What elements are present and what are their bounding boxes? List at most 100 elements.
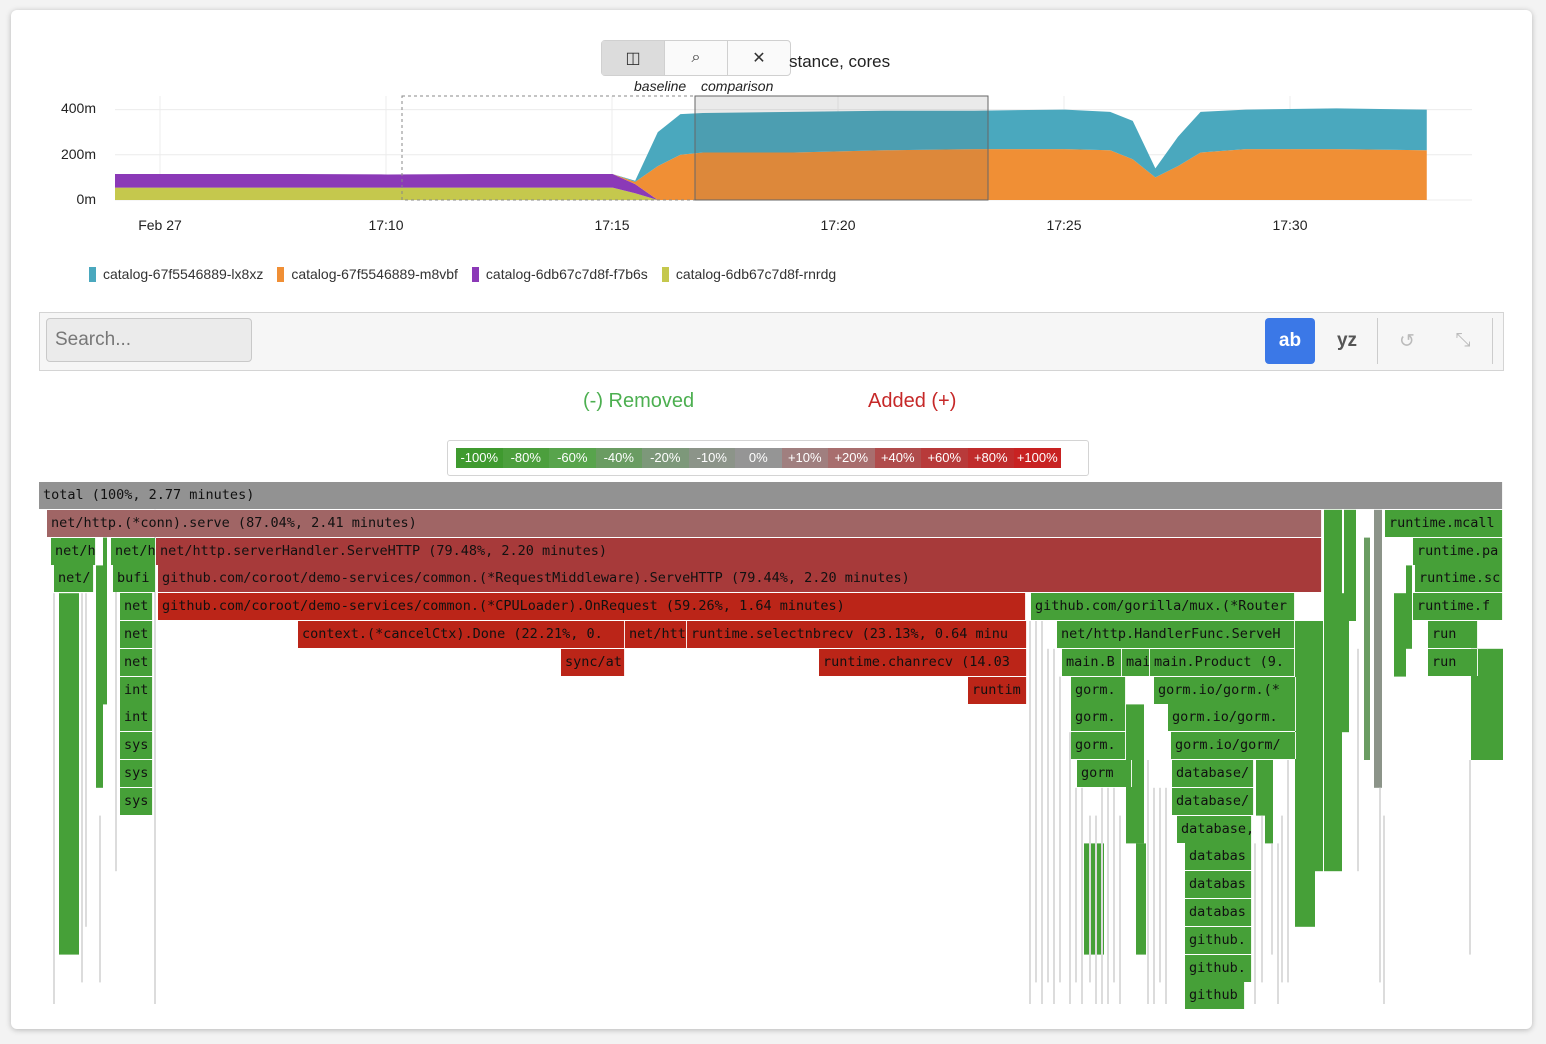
legend-item[interactable]: catalog-6db67c7d8f-f7b6s (471, 266, 648, 282)
y-tick-label: 0m (76, 191, 96, 207)
flame-frame[interactable]: runtime.mcall (1385, 509, 1503, 537)
flame-frame[interactable]: gorm.io/gorm.(* (1154, 676, 1296, 704)
flame-frame[interactable]: net (120, 621, 153, 648)
flame-frame[interactable]: net (120, 593, 153, 621)
reset-zoom-button[interactable]: ↺ (1399, 330, 1415, 352)
flame-frame[interactable]: gorm. (1071, 676, 1126, 704)
flame-frame[interactable]: github.com/coroot/demo-services/common.(… (158, 593, 1026, 621)
chart-toolbar: ◫ ⌕ ✕ (601, 40, 791, 76)
flame-thin-frame (1364, 537, 1370, 760)
flame-frame[interactable]: total (100%, 2.77 minutes) (39, 482, 1503, 509)
legend-item[interactable]: catalog-6db67c7d8f-rnrdg (661, 266, 836, 282)
flame-thin-frame (1136, 843, 1146, 955)
chart-legend: catalog-67f5546889-lx8xz catalog-67f5546… (89, 266, 836, 282)
flame-thin-frame (59, 593, 79, 955)
flame-frame[interactable]: run (1428, 648, 1478, 676)
flame-frame[interactable]: main.Product (9. (1150, 648, 1295, 676)
search-input[interactable] (46, 318, 252, 362)
scale-cell: -10% (688, 448, 735, 468)
flame-frame[interactable]: databas (1185, 843, 1252, 871)
flame-frame[interactable]: databas (1185, 899, 1252, 926)
x-tick-label: 17:30 (1272, 217, 1308, 233)
flame-frame[interactable]: bufi (113, 565, 156, 593)
flame-frame[interactable]: runtime.pa (1413, 537, 1503, 565)
flame-frame[interactable]: sys (120, 732, 153, 760)
flame-frame[interactable]: sys (120, 760, 153, 787)
flame-thin-frame (1265, 760, 1273, 844)
close-selection-button[interactable]: ✕ (728, 41, 790, 75)
flame-frame[interactable]: runtime.f (1413, 593, 1503, 621)
series-area-catalog-67f5546889-lx8xz (115, 108, 1427, 182)
flame-thin-frame (1126, 704, 1144, 844)
y-tick-label: 200m (60, 146, 96, 162)
flame-frame[interactable]: database/ (1172, 787, 1254, 815)
legend-swatch (661, 266, 669, 282)
flame-frame[interactable]: runtime.selectnbrecv (23.13%, 0.64 minu (687, 621, 1027, 648)
sort-reverse-button[interactable]: yz (1336, 330, 1358, 351)
flame-frame[interactable]: gorm.io/gorm. (1168, 704, 1296, 732)
flame-frame[interactable]: github. (1185, 926, 1252, 954)
toolbar-divider (1377, 318, 1378, 364)
flame-frame[interactable]: database, (1177, 815, 1252, 843)
flame-frame[interactable]: sys (120, 787, 153, 815)
flame-thin-frame (96, 565, 103, 788)
flame-frame[interactable]: github.com/coroot/demo-services/common.(… (158, 565, 1322, 593)
toolbar-divider (1492, 318, 1493, 364)
comparison-label: comparison (701, 78, 774, 94)
flame-frame[interactable]: net/h (111, 537, 156, 565)
flame-frame[interactable]: github. (1185, 954, 1252, 982)
flame-frame[interactable]: github (1185, 982, 1245, 1010)
scale-cell: +100% (1014, 448, 1061, 468)
collapse-button[interactable]: ⤡ (1455, 330, 1471, 351)
flame-frame[interactable]: mai (1122, 648, 1150, 676)
flame-frame[interactable]: gorm.io/gorm/ (1171, 732, 1296, 760)
flame-frame[interactable]: int (120, 676, 153, 704)
flame-thin-frame (1295, 621, 1315, 927)
legend-label: catalog-67f5546889-m8vbf (291, 266, 458, 282)
flame-frame[interactable]: gorm. (1071, 704, 1126, 732)
scale-cell: -80% (502, 448, 549, 468)
flame-frame[interactable]: net/ (54, 565, 94, 593)
flame-frame[interactable]: runtime.chanrecv (14.03 (819, 648, 1027, 676)
legend-item[interactable]: catalog-67f5546889-lx8xz (89, 266, 263, 282)
flame-frame[interactable]: main.B (1062, 648, 1122, 676)
flame-frame[interactable]: context.(*cancelCtx).Done (22.21%, 0. (298, 621, 625, 648)
legend-swatch (277, 266, 285, 282)
flame-frame[interactable]: net/htt (625, 621, 687, 648)
flame-frame[interactable]: net/http.serverHandler.ServeHTTP (79.48%… (156, 537, 1322, 565)
flame-frame[interactable]: gorm. (1071, 732, 1126, 760)
diff-color-scale: -100% -80% -60% -40% -20% -10% 0% +10% +… (447, 440, 1089, 476)
scale-cell: 0% (735, 448, 782, 468)
scale-cell: -60% (549, 448, 596, 468)
zoom-button[interactable]: ⌕ (665, 41, 728, 75)
legend-swatch (471, 266, 479, 282)
sort-by-name-button[interactable]: ab (1265, 318, 1315, 364)
flame-frame[interactable]: net/http.(*conn).serve (87.04%, 2.41 min… (47, 509, 1322, 537)
flame-frame[interactable]: net/h (51, 537, 96, 565)
flame-frame[interactable]: gorm (1077, 760, 1132, 787)
legend-swatch (89, 266, 96, 282)
flame-frame[interactable]: int (120, 704, 153, 732)
flame-thin-frame (1394, 593, 1406, 677)
flame-frame[interactable]: databas (1185, 871, 1252, 899)
flame-thin-frames (53, 509, 1503, 1004)
split-compare-button[interactable]: ◫ (602, 41, 665, 75)
flame-frame[interactable]: database/ (1172, 760, 1254, 787)
y-tick-label: 400m (60, 100, 96, 116)
flame-frame[interactable]: runtim (968, 676, 1027, 704)
chart-title: stance, cores (789, 52, 891, 71)
flame-frame[interactable]: net (120, 648, 153, 676)
flame-frame[interactable]: runtime.sc (1415, 565, 1503, 593)
legend-item[interactable]: catalog-67f5546889-m8vbf (277, 266, 458, 282)
flame-frame[interactable]: sync/at (561, 648, 625, 676)
flame-frame[interactable]: run (1428, 621, 1478, 648)
flame-frame[interactable]: github.com/gorilla/mux.(*Router (1031, 593, 1295, 621)
flame-frame[interactable]: net/http.HandlerFunc.ServeH (1057, 621, 1295, 648)
legend-label: catalog-67f5546889-lx8xz (103, 266, 264, 282)
flame-graph: total (100%, 2.77 minutes) net/http.(*con… (39, 482, 1503, 1010)
cpu-usage-chart[interactable] (11, 10, 1532, 250)
scale-cell: -100% (456, 448, 503, 468)
flamegraph-toolbar: ab yz ↺ ⤡ (39, 312, 1504, 371)
scale-cell: +80% (967, 448, 1014, 468)
series-area-catalog-67f5546889-m8vbf (115, 149, 1427, 200)
